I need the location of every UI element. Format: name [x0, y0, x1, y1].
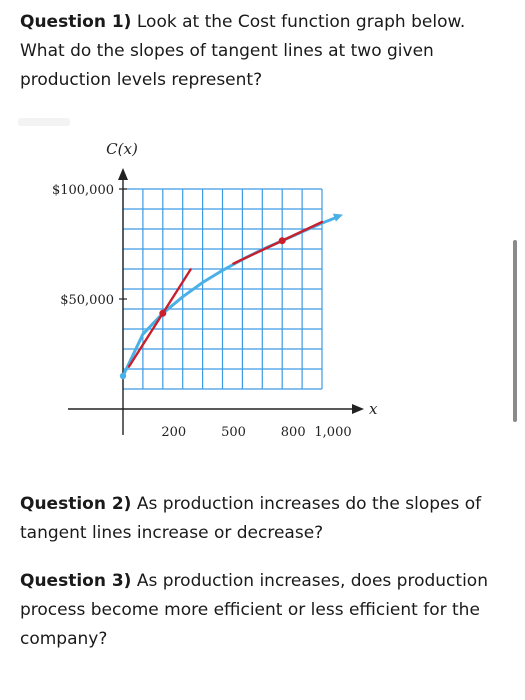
image-smudge [18, 118, 70, 126]
y-tick-label: $50,000 [60, 293, 114, 308]
question-2: Question 2) As production increases do t… [20, 490, 500, 548]
x-tick-label: 800 [281, 425, 306, 440]
question-3-text: As production increases, does production… [20, 571, 488, 649]
question-1-label: Question 1) [20, 12, 132, 32]
x-tick-label: 200 [161, 425, 186, 440]
question-3-label: Question 3) [20, 571, 132, 591]
chart-grid [122, 188, 323, 390]
question-1-text: Look at the Cost function graph below. W… [20, 12, 466, 90]
question-2-text: As production increases do the slopes of… [20, 494, 482, 543]
chart-axes [68, 168, 364, 435]
tangent-line [127, 268, 192, 368]
tangent-point [159, 309, 167, 317]
question-1: Question 1) Look at the Cost function gr… [20, 8, 500, 95]
cost-curve-arrow [332, 213, 343, 222]
tangent-point [278, 237, 286, 245]
question-2-label: Question 2) [20, 494, 132, 514]
question-3: Question 3) As production increases, doe… [20, 567, 500, 654]
x-axis-label: x [369, 400, 378, 418]
y-axis-label: C(x) [106, 140, 138, 158]
chart-labels: C(x) x $50,000 $100,000 200 500 800 1,000 [52, 140, 378, 440]
tangent-line [232, 220, 324, 265]
y-tick-label: $100,000 [52, 183, 114, 198]
x-tick-label: 1,000 [314, 425, 351, 440]
y-axis-arrow [118, 168, 128, 180]
chart-curve-layer [119, 213, 343, 380]
cost-curve-start-point [119, 372, 127, 380]
x-axis-arrow [352, 404, 364, 414]
scrollbar[interactable] [513, 240, 517, 422]
cost-curve [121, 216, 338, 378]
x-tick-label: 500 [221, 425, 246, 440]
